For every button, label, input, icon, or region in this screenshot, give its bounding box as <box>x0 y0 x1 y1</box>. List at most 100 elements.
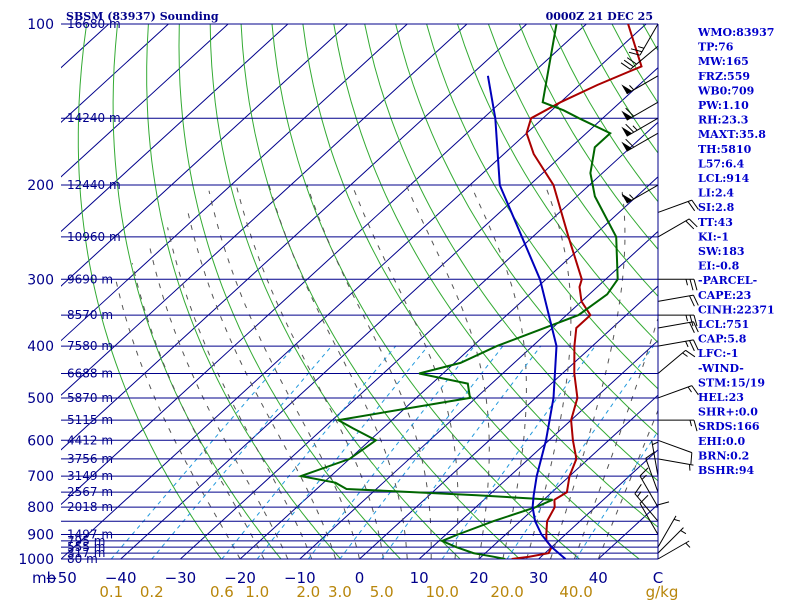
moist-adiabat-line <box>167 227 313 559</box>
temperature-tick-label: 20 <box>469 569 488 587</box>
index-value: CAPE:23 <box>698 289 751 302</box>
index-value: STM:15/19 <box>698 376 765 389</box>
isotherm-line <box>61 24 229 178</box>
isotherm-line <box>61 24 408 342</box>
height-label: 6688 m <box>67 366 113 380</box>
parcel-trace <box>486 75 567 559</box>
isotherm-line <box>61 24 348 287</box>
index-value: EHI:0.0 <box>698 435 745 448</box>
wind-barb <box>657 501 670 541</box>
dry-adiabat-line <box>178 24 402 559</box>
wind-barb <box>621 117 659 137</box>
isotherm-line <box>61 24 587 506</box>
index-value: LI:2.4 <box>698 187 734 200</box>
wind-barb <box>657 199 699 213</box>
index-value: SI:2.8 <box>698 201 735 214</box>
pressure-tick-label: 100 <box>27 17 54 33</box>
wind-barb <box>620 45 659 70</box>
isotherm-line <box>180 121 658 559</box>
isotherm-line <box>299 230 658 559</box>
index-value: -PARCEL- <box>698 274 757 287</box>
sounding-traces <box>297 24 643 559</box>
isotherm-line <box>418 339 658 559</box>
pressure-tick-label: 500 <box>27 391 54 407</box>
wind-barb <box>657 349 696 374</box>
mixing-ratio-label: 2.0 <box>296 583 320 600</box>
pressure-tick-label: 1000 <box>18 552 54 568</box>
pressure-tick-label: 300 <box>27 272 54 288</box>
wind-barb <box>658 314 698 327</box>
height-label: 8570 m <box>67 308 113 322</box>
temperature-trace <box>511 24 643 559</box>
dry-adiabat-line <box>77 24 222 559</box>
temperature-tick-label: −30 <box>165 569 197 587</box>
index-value: LCL:751 <box>698 318 749 331</box>
wind-barb <box>657 339 699 352</box>
index-value: BRN:0.2 <box>698 449 749 462</box>
mixing-ratio-label: 0.2 <box>140 583 164 600</box>
pressure-tick-label: 800 <box>27 500 54 516</box>
dry-adiabats <box>77 24 658 559</box>
wind-barb <box>621 184 659 204</box>
index-value: RH:23.3 <box>698 114 748 127</box>
pressure-labels: 1000 900 800 700 600 500 400 300 200 100 <box>18 17 54 568</box>
temperature-tick-label: 0 <box>355 569 365 587</box>
index-value: TT:43 <box>698 216 733 229</box>
index-value: SW:183 <box>698 245 745 258</box>
wind-barb <box>657 385 699 399</box>
height-label: 2567 m <box>67 485 113 499</box>
isotherm-line <box>478 394 658 559</box>
wind-barb <box>621 101 659 121</box>
height-label: 12440 m <box>67 178 121 192</box>
dry-adiabat-line <box>302 24 641 559</box>
index-value: WMO:83937 <box>697 26 774 39</box>
dry-adiabat-line <box>426 24 658 390</box>
index-value: LFC:-1 <box>698 347 739 360</box>
wind-barb <box>658 419 698 432</box>
pressure-tick-label: 200 <box>27 178 54 194</box>
temperature-tick-label: −40 <box>105 569 137 587</box>
pressure-tick-label: 600 <box>27 433 54 449</box>
dry-adiabat-line <box>364 24 658 482</box>
dry-adiabat-line <box>395 24 658 436</box>
height-label: 3149 m <box>67 469 113 483</box>
mixing-ratio-labels: 0.1 0.2 0.6 1.0 2.0 3.0 5.0 10.0 20.0 40.0 g/kg <box>99 583 678 600</box>
dry-adiabat-line <box>487 24 658 297</box>
temperature-tick-label: 40 <box>589 569 608 587</box>
isotherm-line <box>538 449 658 559</box>
mixing-ratio-label: 40.0 <box>559 583 592 600</box>
height-label: 10960 m <box>67 230 121 244</box>
index-value: LCL:914 <box>698 172 750 185</box>
height-label: 3756 m <box>67 452 113 466</box>
index-value: HEL:23 <box>698 391 744 404</box>
dry-adiabat-line <box>333 24 658 528</box>
index-value: KI:-1 <box>698 230 729 243</box>
temperature-tick-label: 30 <box>529 569 548 587</box>
wind-barb <box>634 484 659 522</box>
index-value: PW:1.10 <box>698 99 749 112</box>
mixing-ratio-label: 1.0 <box>245 583 269 600</box>
isotherm-line <box>61 24 527 451</box>
index-value: SRDS:166 <box>698 420 760 433</box>
pressure-tick-label: 400 <box>27 339 54 355</box>
dry-adiabat-line <box>518 24 658 251</box>
index-value: EI:-0.8 <box>698 260 740 273</box>
mixing-ratio-label: 3.0 <box>328 583 352 600</box>
index-value: CAP:5.8 <box>698 333 747 346</box>
index-value: SHR+:0.0 <box>698 406 758 419</box>
moist-adiabat-line <box>235 184 384 559</box>
index-value: -WIND- <box>698 362 744 375</box>
moist-adiabat-line <box>187 212 337 559</box>
moist-adiabat-line <box>149 245 289 559</box>
isotherm-line <box>61 24 468 396</box>
mixing-ratio-label: g/kg <box>646 583 679 600</box>
temperature-tick-label: 10 <box>410 569 429 587</box>
height-label: 9690 m <box>67 272 113 286</box>
temperature-tick-label: −50 <box>45 569 77 587</box>
moist-adiabat-line <box>351 184 459 559</box>
dry-adiabat-line <box>457 24 658 344</box>
index-value: WB0:709 <box>697 84 754 97</box>
